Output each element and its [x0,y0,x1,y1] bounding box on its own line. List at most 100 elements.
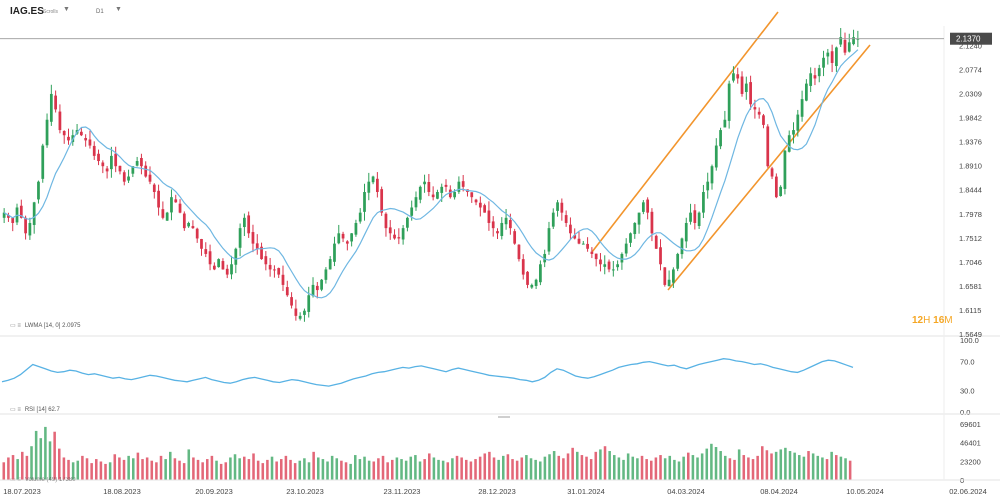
candle-body [534,279,538,286]
volume-bar [164,459,167,480]
candle-body [753,107,757,110]
volume-bar [816,455,820,480]
rsi-panel [498,416,510,418]
price-tick-label: 1.8444 [959,186,982,195]
candle-body [607,261,611,270]
volume-bar [626,453,630,480]
candle-body [680,238,684,255]
candle-body [19,205,23,218]
candle-body [7,215,10,218]
candle-body [478,202,482,208]
candle-body [268,264,272,270]
candle-body [779,186,783,197]
candle-body [410,207,414,216]
candle-body [620,253,624,263]
volume-bar [118,457,121,480]
candle-body [195,228,199,239]
interval-label[interactable]: D1 [96,9,104,15]
volume-bar [793,452,796,480]
candle-body [264,256,268,265]
volume-bar [243,456,246,480]
lwma-pane-label: ▭ ≡ LWMA [14, 0] 2.0975 [10,322,80,329]
moving-average [3,49,859,299]
interval-dropdown-arrow-icon[interactable]: ▼ [115,6,122,13]
candle-body [418,186,422,200]
candle-body [320,279,323,290]
candle-body [251,232,255,244]
volume-bar [640,455,644,480]
volume-bar [409,456,413,480]
volume-bar [552,451,556,480]
candle-body [852,37,855,45]
volume-bar [206,459,209,480]
candle-body [157,190,160,208]
candle-body [444,184,448,187]
candle-body [543,253,547,263]
volume-bar [446,462,450,480]
volume-bar [354,455,357,480]
volume-bar [451,458,454,480]
candle-body [569,224,572,234]
lwma-value: 2.0975 [62,323,81,329]
candle-body [290,297,293,306]
volume-bar [71,462,75,480]
candle-body [79,131,83,136]
candle-body [629,233,632,243]
symbol-dropdown-arrow-icon[interactable]: ▼ [63,6,70,13]
volume-bar [169,451,172,480]
candle-body [217,259,221,268]
volume-bar [132,458,135,480]
candle-body [684,222,688,242]
candle-body [101,162,105,167]
candle-body [131,166,135,174]
candle-body [345,241,349,244]
volume-bar [437,459,440,480]
candle-body [110,155,113,170]
candle-body [238,228,242,248]
candle-body [337,233,341,244]
volume-bar [821,457,824,480]
volume-bar [62,457,66,480]
candle-body [414,197,418,208]
candle-body [667,279,671,287]
candle-body [835,47,838,67]
candle-body [401,228,405,240]
volume-bar [21,451,24,480]
volume-bar [159,455,163,480]
candle-body [440,186,444,193]
pane-settings-icon[interactable]: ▭ ≡ [10,323,21,329]
candle-body [448,189,452,198]
date-tick-label: 18.08.2023 [103,487,141,496]
candle-body [766,126,770,167]
volume-bar [705,448,709,480]
volume-bar [432,457,436,480]
candle-body [521,259,525,275]
volume-bar [182,463,186,480]
timer-m-unit: M [944,315,953,326]
volume-bar [270,456,274,480]
candle-body [762,115,765,125]
volume-bar [76,460,80,480]
date-tick-label: 28.12.2023 [478,487,516,496]
volume-bar [344,462,348,480]
price-tick-label: 1.7512 [959,234,982,243]
candle-body [843,39,847,53]
candle-body [371,176,375,183]
volume-tick-label: 69601 [960,420,981,429]
candle-body [611,269,615,271]
candle-body [294,308,298,316]
candle-body [303,310,306,315]
volume-bar [247,459,251,480]
volume-bar [502,455,505,480]
candle-body [800,99,804,117]
volume-bar [492,457,496,480]
channel-lower-line [667,44,871,291]
moving-average-line [3,49,859,299]
symbol-label[interactable]: IAG.ES [10,6,44,17]
candle-body [513,231,517,244]
pane-settings-icon[interactable]: ▭ ≡ [10,407,21,413]
date-tick-label: 20.09.2023 [195,487,233,496]
candle-body [496,231,499,234]
pane-settings-icon[interactable]: ▭ ≡ [10,477,21,483]
